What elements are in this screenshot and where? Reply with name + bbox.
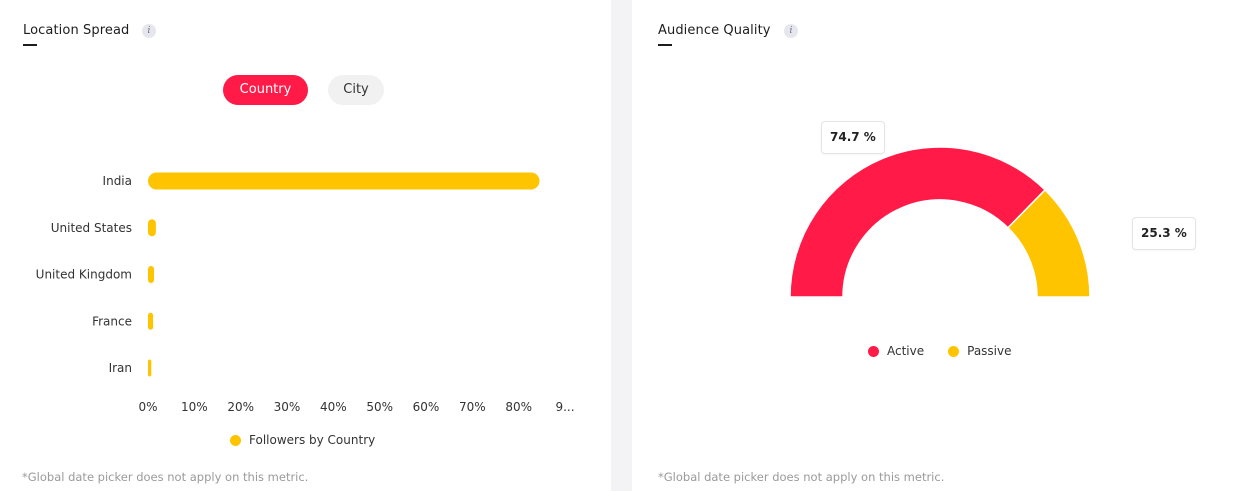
slice-active[interactable] xyxy=(789,146,1047,298)
info-icon[interactable]: i xyxy=(142,24,156,38)
footnote: *Global date picker does not apply on th… xyxy=(22,470,309,484)
legend-item-active[interactable]: Active xyxy=(868,344,924,358)
audience-quality-chart xyxy=(789,146,1091,298)
footnote: *Global date picker does not apply on th… xyxy=(658,470,945,484)
legend-dot xyxy=(868,345,879,357)
x-tick-label: 9... xyxy=(555,400,574,414)
location-spread-panel: Location Spread i Country City India Unit… xyxy=(0,0,611,491)
passive-percent-label: 25.3 % xyxy=(1132,217,1196,250)
x-tick-label: 40% xyxy=(320,400,347,414)
x-tick-label: 80% xyxy=(505,400,532,414)
x-tick-label: 50% xyxy=(366,400,393,414)
audience-quality-panel: Audience Quality i 74.7 % 25.3 % Active … xyxy=(632,0,1243,491)
panel-title: Location Spread xyxy=(23,23,130,38)
bar[interactable] xyxy=(148,172,540,190)
active-percent-label: 74.7 % xyxy=(821,121,885,154)
legend-label: Followers by Country xyxy=(249,433,376,447)
legend-item-passive[interactable]: Passive xyxy=(948,344,1012,358)
slice-passive[interactable] xyxy=(1006,188,1091,298)
donut-legend: Active Passive xyxy=(868,344,1012,358)
category-label: France xyxy=(92,314,132,328)
x-tick-label: 70% xyxy=(459,400,486,414)
category-label: Iran xyxy=(109,361,132,375)
category-label: United Kingdom xyxy=(36,268,132,282)
legend-label: Active xyxy=(887,344,925,358)
title-underline xyxy=(658,44,672,46)
category-label: United States xyxy=(51,221,132,235)
panel-title: Audience Quality xyxy=(658,23,771,38)
info-icon[interactable]: i xyxy=(784,24,798,38)
bar[interactable] xyxy=(148,219,156,237)
x-tick-label: 20% xyxy=(227,400,254,414)
bar[interactable] xyxy=(148,312,154,330)
legend-label: Passive xyxy=(967,344,1012,358)
city-toggle-button[interactable]: City xyxy=(328,75,384,105)
x-tick-label: 30% xyxy=(274,400,301,414)
bar-legend[interactable]: Followers by Country xyxy=(230,433,375,447)
followers-bar-chart: India United States United Kingdom France Ir… xyxy=(36,172,575,414)
category-label: India xyxy=(103,174,132,188)
x-tick-label: 60% xyxy=(413,400,440,414)
title-underline xyxy=(23,44,37,46)
legend-dot xyxy=(948,345,960,357)
x-tick-label: 10% xyxy=(181,400,208,414)
bar[interactable] xyxy=(148,266,155,283)
legend-dot xyxy=(230,434,241,446)
x-tick-label: 0% xyxy=(138,400,157,414)
country-toggle-button[interactable]: Country xyxy=(223,75,308,105)
bar[interactable] xyxy=(148,359,152,377)
